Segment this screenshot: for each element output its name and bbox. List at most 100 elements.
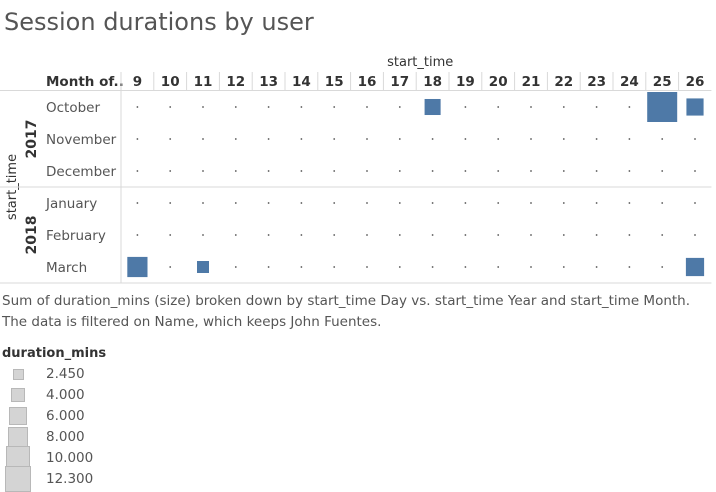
- empty-cell-dot: [628, 202, 631, 204]
- empty-cell-dot: [595, 234, 598, 236]
- empty-cell-dot: [431, 202, 434, 204]
- empty-cell-dot: [333, 266, 336, 268]
- legend-size-swatch: [12, 368, 24, 380]
- empty-cell-dot: [267, 234, 270, 236]
- empty-cell-dot: [497, 202, 500, 204]
- empty-cell-dot: [300, 138, 303, 140]
- empty-cell-dot: [136, 106, 139, 108]
- empty-cell-dot: [628, 234, 631, 236]
- day-label-17: 17: [390, 74, 409, 90]
- empty-cell-dot: [300, 266, 303, 268]
- empty-cell-dot: [234, 234, 237, 236]
- empty-cell-dot: [300, 202, 303, 204]
- empty-cell-dot: [366, 138, 368, 140]
- legend-label: 10.000: [46, 450, 94, 466]
- day-label-10: 10: [161, 74, 180, 90]
- day-label-11: 11: [194, 74, 213, 90]
- empty-cell-dot: [431, 138, 434, 140]
- empty-cell-dot: [562, 234, 565, 236]
- empty-cell-dot: [398, 170, 401, 172]
- empty-cell-dot: [234, 106, 237, 108]
- empty-cell-dot: [267, 106, 270, 108]
- day-label-21: 21: [522, 74, 541, 90]
- empty-cell-dot: [562, 170, 565, 172]
- empty-cell-dot: [366, 106, 368, 108]
- empty-cell-dot: [202, 234, 204, 236]
- legend-item: 8.000: [0, 426, 140, 448]
- empty-cell-dot: [366, 266, 368, 268]
- year-label-2017: 2017: [24, 120, 40, 159]
- empty-cell-dot: [398, 138, 401, 140]
- empty-cell-dot: [333, 202, 336, 204]
- empty-cell-dot: [267, 170, 270, 172]
- legend-size-swatch: [5, 466, 31, 492]
- month-header: Month of..: [46, 74, 124, 90]
- empty-cell-dot: [431, 266, 434, 268]
- chart-caption: Sum of duration_mins (size) broken down …: [2, 293, 691, 330]
- column-header: start_time: [387, 55, 453, 70]
- month-label-october: October: [46, 100, 100, 116]
- empty-cell-dot: [333, 138, 336, 140]
- empty-cell-dot: [169, 106, 172, 108]
- empty-cell-dot: [464, 266, 467, 268]
- empty-cell-dot: [562, 138, 565, 140]
- empty-cell-dot: [366, 170, 368, 172]
- empty-cell-dot: [300, 106, 303, 108]
- empty-cell-dot: [628, 106, 631, 108]
- empty-cell-dot: [595, 138, 598, 140]
- empty-cell-dot: [694, 170, 696, 172]
- empty-cell-dot: [431, 170, 434, 172]
- empty-cell-dot: [234, 138, 237, 140]
- month-label-march: March: [46, 260, 87, 276]
- legend-item: 4.000: [0, 385, 140, 406]
- empty-cell-dot: [267, 202, 270, 204]
- empty-cell-dot: [464, 234, 467, 236]
- empty-cell-dot: [169, 170, 172, 172]
- empty-cell-dot: [333, 234, 336, 236]
- day-label-25: 25: [653, 74, 672, 90]
- empty-cell-dot: [234, 266, 237, 268]
- month-label-february: February: [46, 228, 106, 244]
- empty-cell-dot: [202, 106, 204, 108]
- empty-cell-dot: [661, 234, 664, 236]
- empty-cell-dot: [464, 170, 467, 172]
- chart-title: Session durations by user: [4, 8, 314, 36]
- empty-cell-dot: [202, 202, 204, 204]
- empty-cell-dot: [300, 234, 303, 236]
- empty-cell-dot: [562, 202, 565, 204]
- empty-cell-dot: [661, 170, 664, 172]
- empty-cell-dot: [497, 234, 500, 236]
- data-mark-2018-march-26: [685, 257, 705, 277]
- empty-cell-dot: [530, 106, 532, 108]
- empty-cell-dot: [530, 138, 532, 140]
- empty-cell-dot: [333, 170, 336, 172]
- empty-cell-dot: [497, 138, 500, 140]
- empty-cell-dot: [562, 106, 565, 108]
- legend-label: 6.000: [46, 408, 85, 424]
- legend-item: 6.000: [0, 406, 140, 427]
- empty-cell-dot: [398, 234, 401, 236]
- legend-title: duration_mins: [2, 346, 107, 361]
- empty-cell-dot: [366, 202, 368, 204]
- legend-size-swatch: [7, 426, 29, 448]
- empty-cell-dot: [136, 170, 139, 172]
- day-label-15: 15: [325, 74, 344, 90]
- empty-cell-dot: [464, 106, 467, 108]
- empty-cell-dot: [497, 266, 500, 268]
- legend-label: 12.300: [46, 471, 94, 487]
- empty-cell-dot: [530, 170, 532, 172]
- empty-cell-dot: [595, 106, 598, 108]
- empty-cell-dot: [398, 266, 401, 268]
- day-label-18: 18: [423, 74, 442, 90]
- empty-cell-dot: [267, 266, 270, 268]
- empty-cell-dot: [661, 138, 664, 140]
- empty-cell-dot: [694, 138, 696, 140]
- day-label-23: 23: [587, 74, 606, 90]
- data-mark-2017-october-26: [686, 98, 704, 116]
- empty-cell-dot: [694, 234, 696, 236]
- empty-cell-dot: [595, 202, 598, 204]
- empty-cell-dot: [202, 138, 204, 140]
- empty-cell-dot: [497, 106, 500, 108]
- empty-cell-dot: [464, 138, 467, 140]
- day-label-22: 22: [554, 74, 573, 90]
